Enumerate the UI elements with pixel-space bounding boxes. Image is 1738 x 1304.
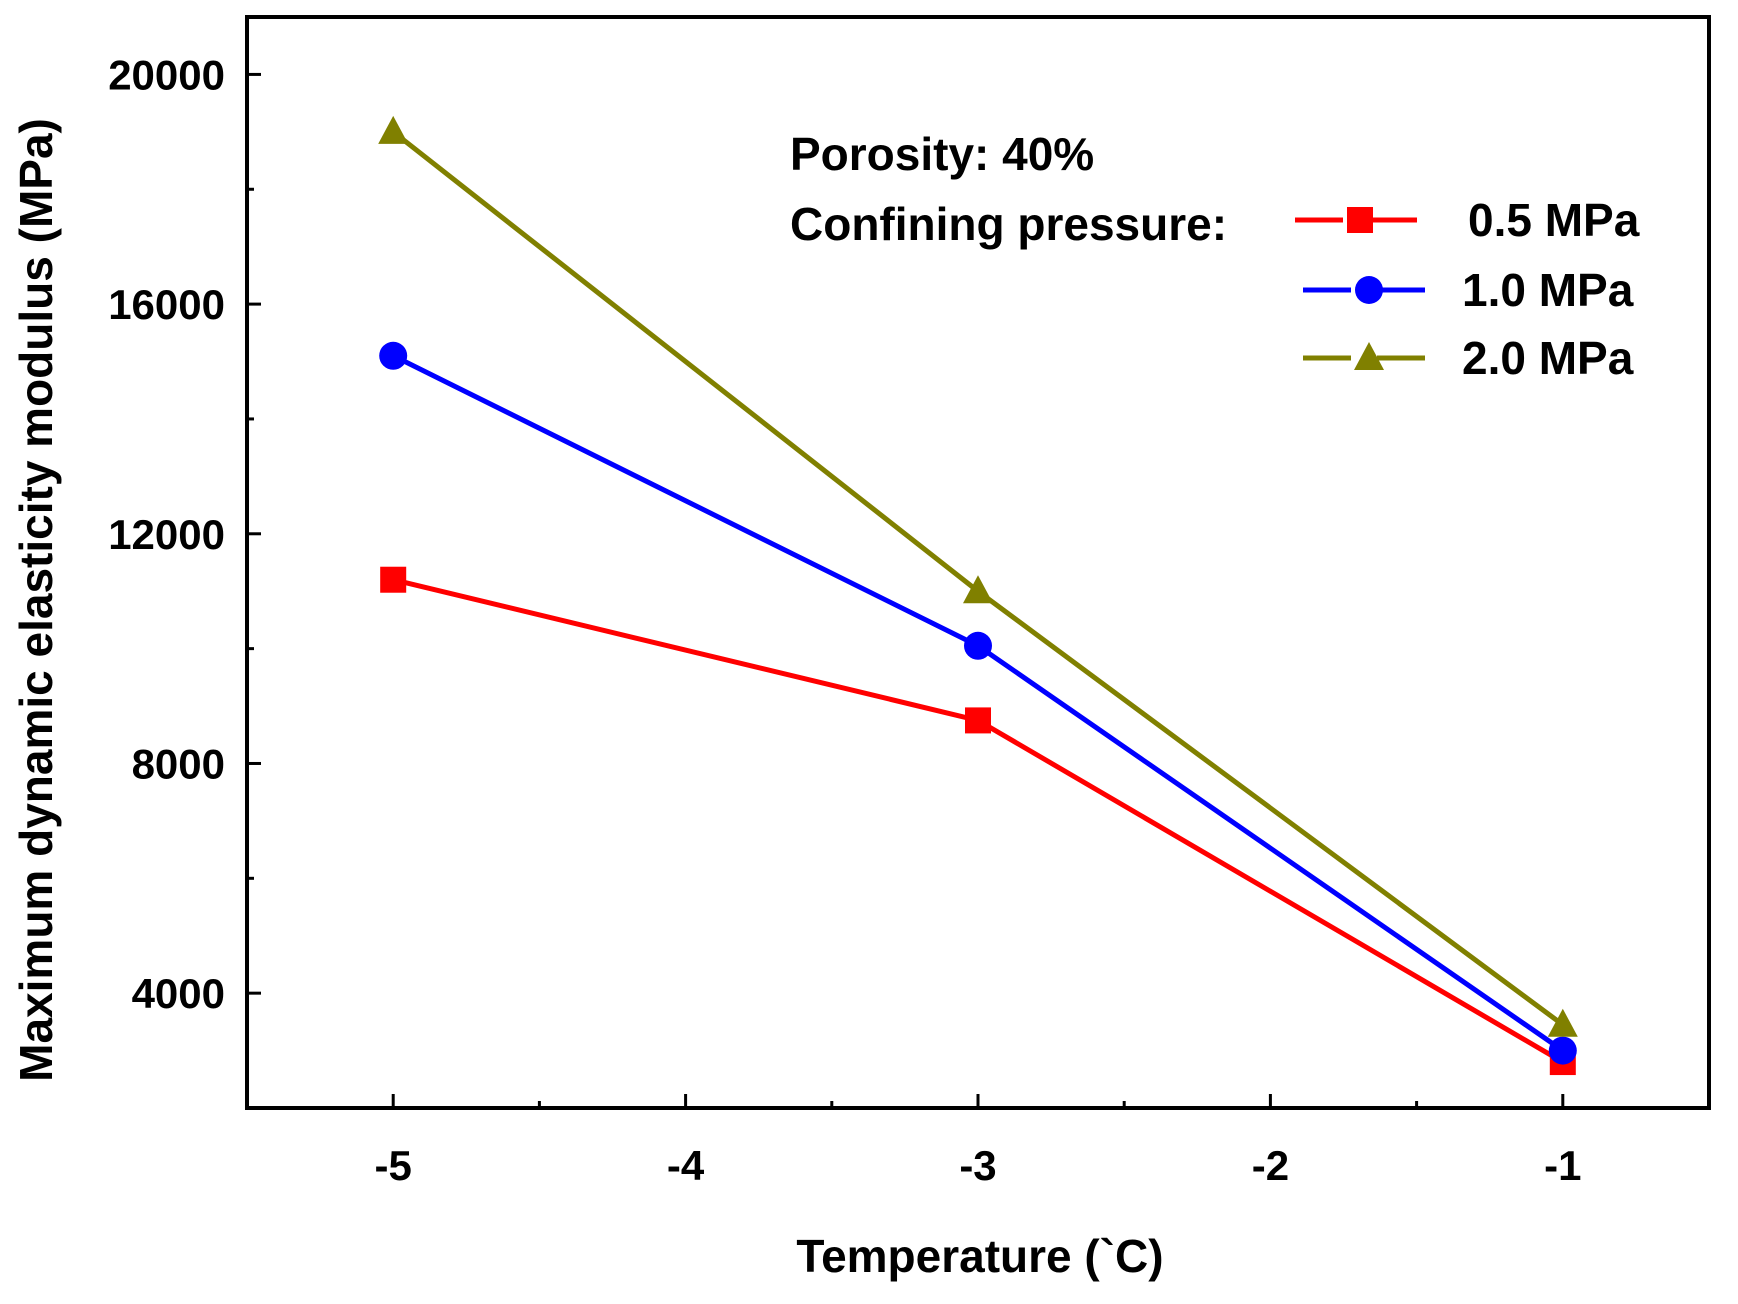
legend-marker: [1354, 342, 1384, 370]
series-2: [378, 115, 1578, 1037]
x-tick-label: -3: [959, 1142, 996, 1189]
y-axis-title: Maximum dynamic elasticity modulus (MPa): [10, 118, 62, 1082]
y-tick-label: 16000: [108, 281, 225, 328]
series-group: [378, 115, 1578, 1076]
y-tick-label: 12000: [108, 511, 225, 558]
data-point: [965, 707, 991, 734]
x-tick-label: -5: [375, 1142, 412, 1189]
data-point: [1548, 1036, 1577, 1065]
data-point: [380, 566, 407, 593]
legend-marker: [1347, 207, 1373, 233]
y-tick-label: 8000: [132, 740, 225, 787]
y-tick-label: 20000: [108, 51, 225, 98]
legend-label: 1.0 MPa: [1462, 264, 1634, 316]
x-tick-label: -4: [667, 1142, 705, 1189]
data-point: [963, 575, 993, 604]
x-tick-label: -1: [1544, 1142, 1581, 1189]
legend-marker: [1355, 276, 1383, 304]
y-tick-label: 4000: [132, 970, 225, 1017]
legend-item: 0.5 MPa: [1295, 194, 1640, 246]
legend-item: 1.0 MPa: [1303, 264, 1634, 316]
data-point: [379, 341, 408, 370]
data-point: [378, 115, 409, 144]
legend-item: 2.0 MPa: [1303, 332, 1634, 384]
data-point: [1547, 1008, 1578, 1037]
x-axis-title: Temperature (`C): [796, 1230, 1163, 1282]
axis-ticks: -5 -4 -3 -2 -1 4000 8000 12000 16000 20000: [108, 51, 1581, 1189]
x-tick-label: -2: [1252, 1142, 1289, 1189]
legend-label: 0.5 MPa: [1468, 194, 1640, 246]
annotation-porosity: Porosity: 40%: [790, 128, 1094, 180]
annotation-confining-pressure: Confining pressure:: [790, 198, 1227, 250]
series-1: [379, 341, 1577, 1065]
legend: 0.5 MPa 1.0 MPa 2.0 MPa: [1295, 194, 1640, 384]
data-point: [964, 631, 992, 660]
legend-label: 2.0 MPa: [1462, 332, 1634, 384]
